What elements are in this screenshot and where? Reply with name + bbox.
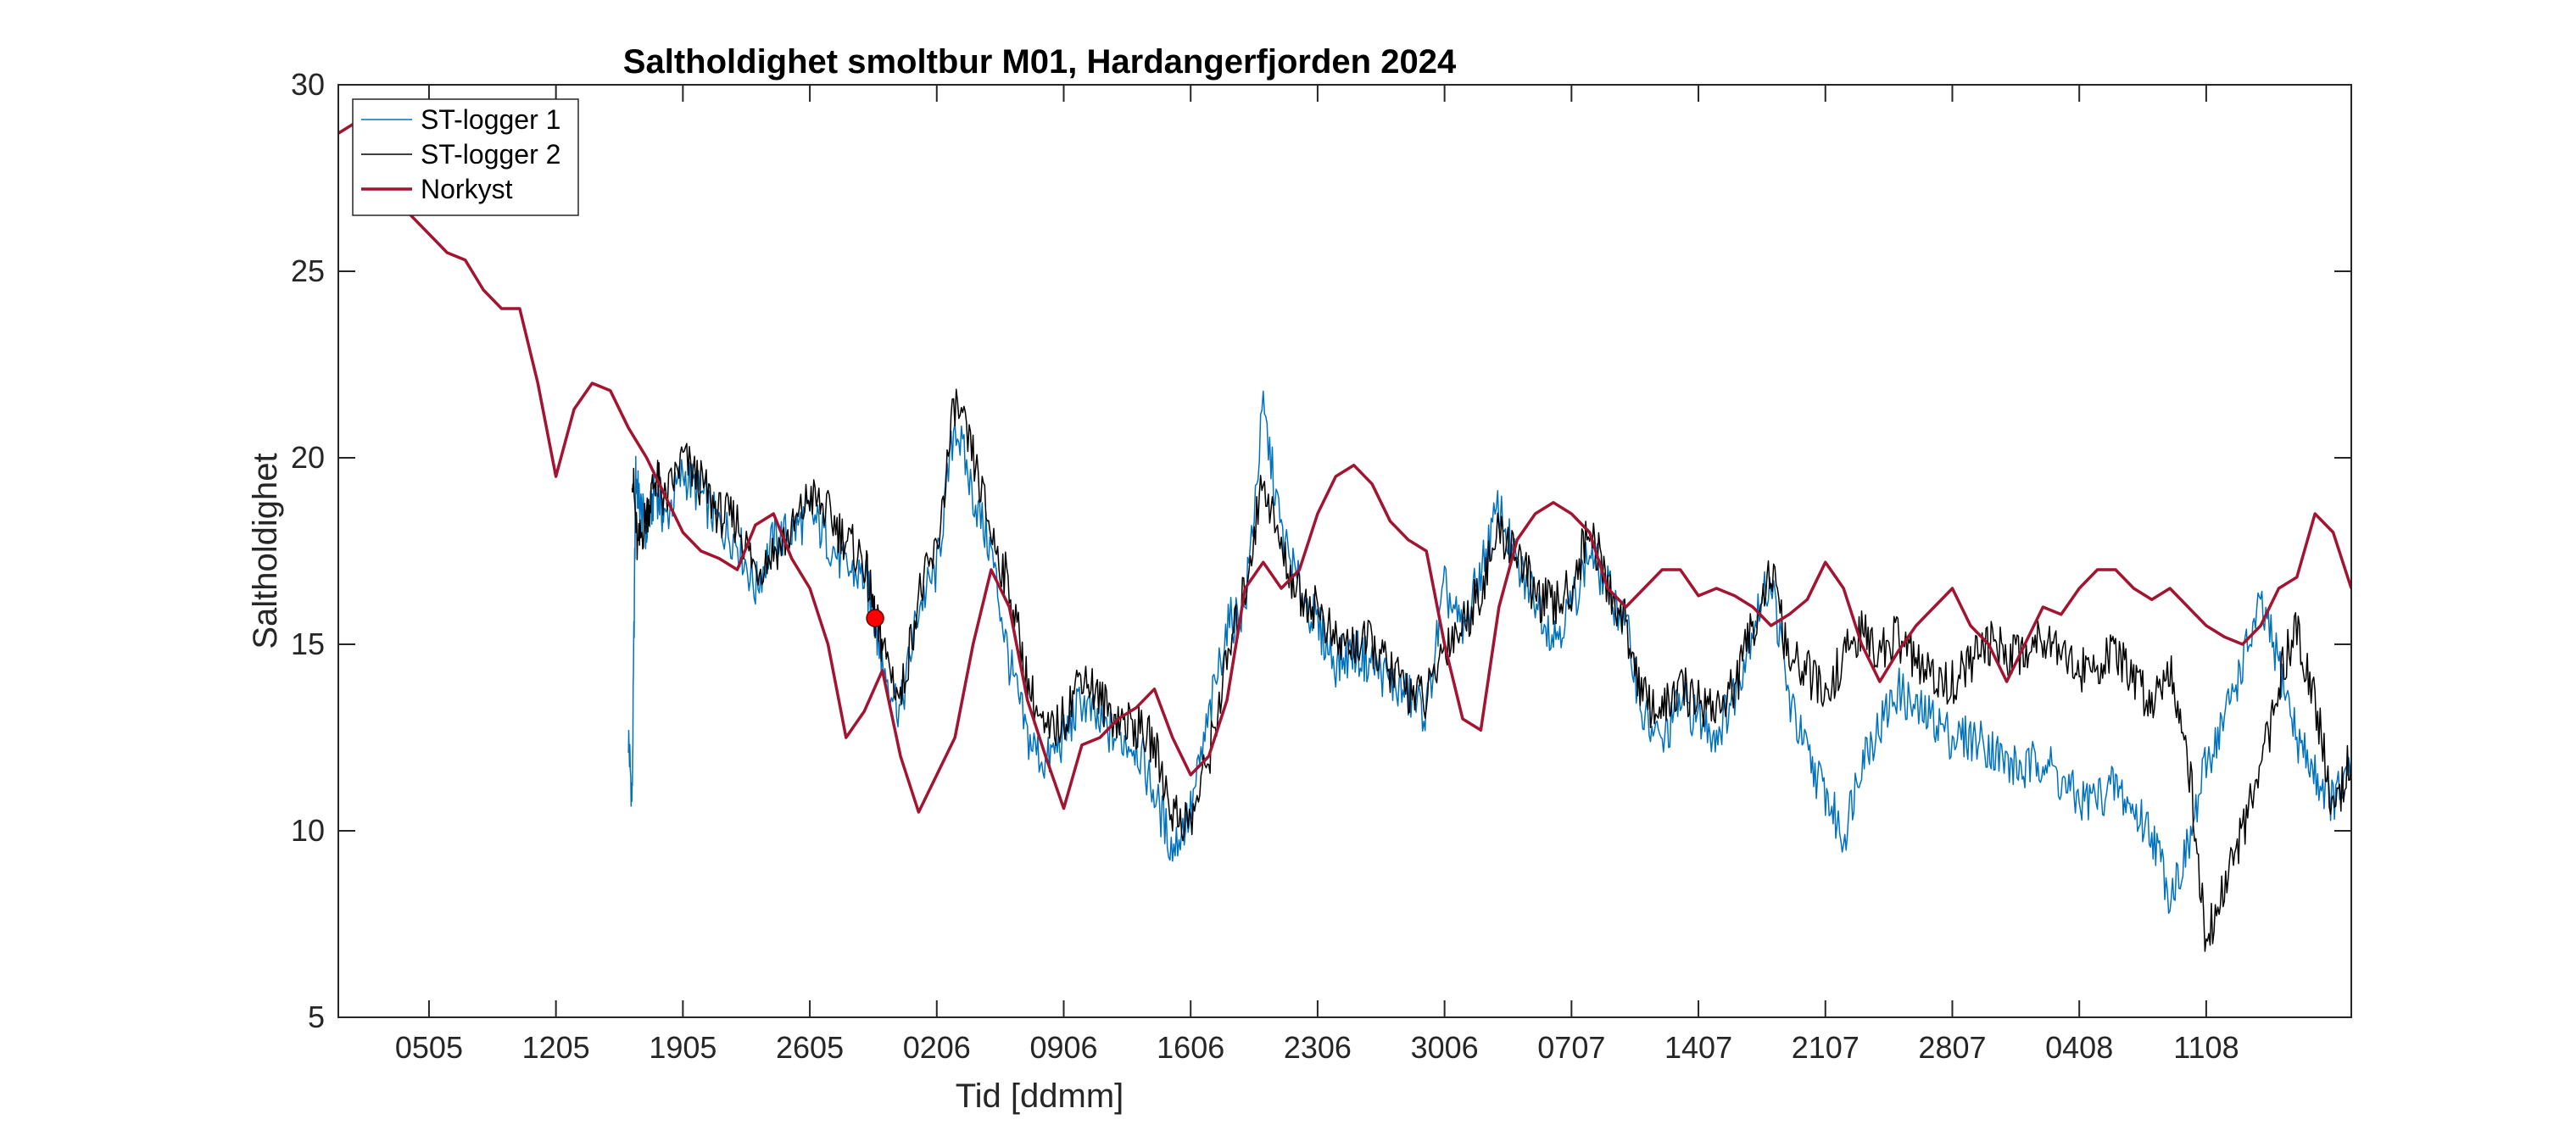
y-tick-label: 25 <box>291 253 325 288</box>
legend-label-norkyst: Norkyst <box>421 174 513 204</box>
marker-point <box>866 609 884 627</box>
x-tick-label: 0206 <box>903 1030 971 1065</box>
x-axis-label: Tid [ddmm] <box>956 1078 1124 1115</box>
x-tick-label: 2807 <box>1918 1030 1986 1065</box>
series-group <box>338 120 2351 952</box>
x-tick-label: 0505 <box>395 1030 463 1065</box>
x-tick-label: 1108 <box>2173 1030 2239 1065</box>
y-tick-label: 20 <box>291 440 325 475</box>
y-axis-label: Saltholdighet <box>247 453 284 649</box>
x-tick-label: 2107 <box>1792 1030 1860 1065</box>
axes: 5 10 15 20 25 30 0505 1205 1905 2605 0206 0906 1606 2… <box>291 67 2352 1065</box>
plot-area <box>338 120 2351 952</box>
series-line-st-logger-2 <box>631 388 2351 952</box>
legend-label-st-logger-1: ST-logger 1 <box>421 104 560 135</box>
legend-label-st-logger-2: ST-logger 2 <box>421 139 560 170</box>
x-tick-label: 0707 <box>1537 1030 1605 1065</box>
chart-title: Saltholdighet smoltbur M01, Hardangerfjo… <box>623 43 1457 81</box>
x-tick-label: 3006 <box>1411 1030 1479 1065</box>
x-tick-label: 1205 <box>522 1030 590 1065</box>
y-tick-label: 30 <box>291 67 325 102</box>
y-tick-label: 10 <box>291 813 325 848</box>
y-tick-label: 15 <box>291 626 325 661</box>
legend-box <box>352 98 579 216</box>
x-tick-label: 0408 <box>2045 1030 2113 1065</box>
legend: ST-logger 1 ST-logger 2 Norkyst <box>352 98 579 216</box>
x-tick-label: 2605 <box>776 1030 844 1065</box>
x-tick-label: 1606 <box>1157 1030 1224 1065</box>
x-tick-label: 0906 <box>1029 1030 1097 1065</box>
series-line-st-logger-1 <box>627 390 2351 914</box>
x-tick-label: 1905 <box>649 1030 716 1065</box>
y-tick-label: 5 <box>308 1000 325 1034</box>
plot-frame <box>337 84 2352 1018</box>
series-line-norkyst <box>338 120 2351 814</box>
x-tick-label: 1407 <box>1664 1030 1732 1065</box>
x-tick-label: 2306 <box>1284 1030 1352 1065</box>
